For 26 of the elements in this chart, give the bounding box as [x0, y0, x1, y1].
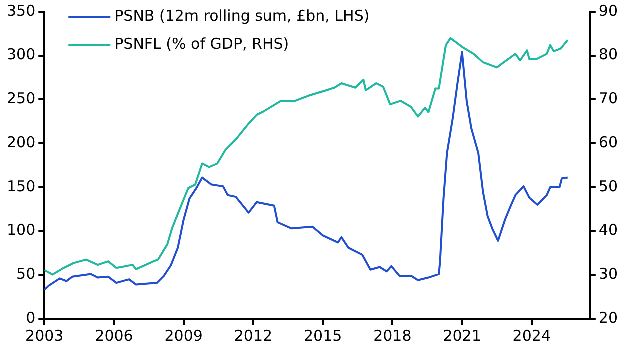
y-tick-label: 0 — [26, 308, 36, 327]
y-tick-label: 250 — [6, 90, 36, 108]
y2-tick-label: 70 — [598, 90, 618, 108]
y-tick-label: 150 — [6, 177, 36, 196]
legend-label: PSNFL (% of GDP, RHS) — [114, 34, 290, 53]
x-tick-label: 2012 — [234, 326, 273, 345]
y-tick-label: 50 — [16, 265, 36, 284]
y2-tick-label: 50 — [598, 177, 618, 196]
x-tick-label: 2021 — [443, 326, 482, 345]
y-tick-label: 100 — [6, 221, 36, 240]
legend-label: PSNB (12m rolling sum, £bn, LHS) — [114, 6, 370, 25]
y-tick-label: 200 — [6, 133, 36, 152]
x-tick-label: 2024 — [512, 326, 551, 345]
x-tick-label: 2015 — [304, 326, 342, 345]
x-tick-label: 2006 — [95, 326, 134, 345]
y2-tick-label: 80 — [598, 46, 618, 64]
x-tick-label: 2018 — [374, 326, 412, 345]
x-tick-label: 2003 — [26, 326, 64, 345]
y2-tick-label: 90 — [598, 2, 618, 20]
x-tick-label: 2009 — [164, 326, 203, 345]
y2-tick-label: 60 — [598, 133, 618, 152]
y-tick-label: 300 — [6, 46, 36, 64]
y2-tick-label: 40 — [598, 221, 618, 240]
y-tick-label: 350 — [6, 2, 36, 20]
y2-tick-label: 30 — [598, 265, 618, 284]
y2-tick-label: 20 — [598, 308, 618, 327]
